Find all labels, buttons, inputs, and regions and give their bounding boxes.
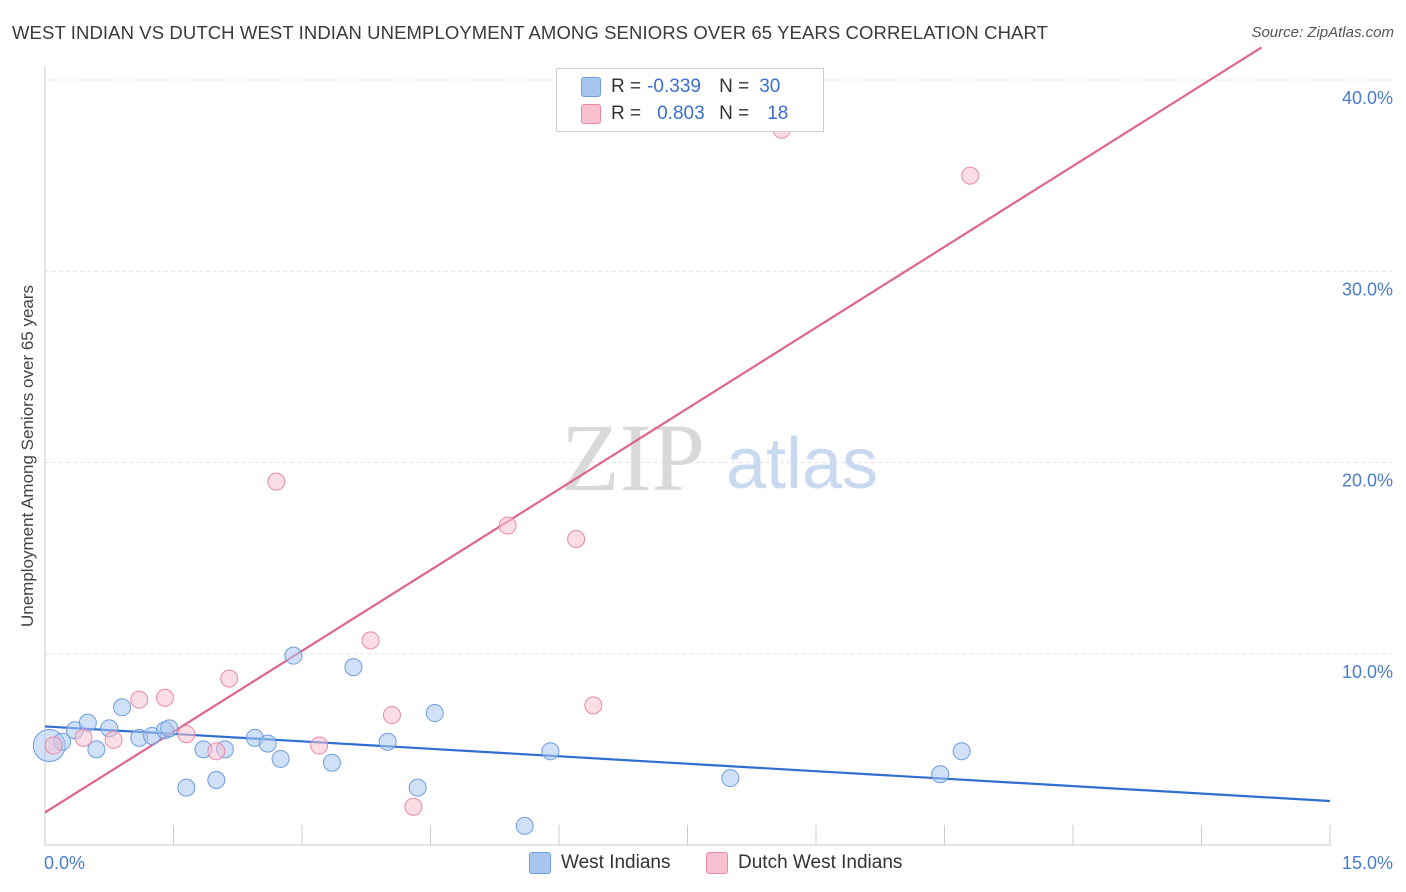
n-value: 18 [767,103,789,124]
legend-swatch-dutch-west-indians [706,852,728,874]
dutch-west-indians-point [130,690,149,709]
y-tick-label: 10.0% [1342,662,1393,682]
dutch-west-indians-point [177,725,196,744]
dutch-west-indians-point [44,736,63,755]
west-indians-point [541,742,560,761]
legend-label: Dutch West Indians [738,852,903,873]
west-indians-point [207,770,226,789]
y-tick-label: 40.0% [1342,88,1393,108]
legend-label: West Indians [561,852,671,873]
n-label: N = [719,103,750,124]
legend: West Indians Dutch West Indians [0,852,1406,878]
stats-box: R = -0.339 N = 30 R = 0.803 N = 18 [556,68,824,132]
stats-row-dutch-west-indians: R = 0.803 N = 18 [581,101,788,127]
axes [44,66,1332,846]
west-indians-point [408,778,427,797]
dutch-west-indians-point [567,530,586,548]
west-indians-point [952,742,971,761]
watermark-atlas: atlas [726,424,878,504]
dutch-west-indians-point [207,742,226,761]
n-value: 30 [759,76,781,97]
r-value: -0.339 [647,76,701,97]
west-indians-trend-line [44,725,1331,803]
dutch-west-indians-point [220,669,239,688]
dutch-west-indians-point [267,472,286,491]
dutch-west-indians-point [310,736,329,755]
legend-item-west-indians[interactable]: West Indians [529,852,670,874]
stats-swatch-dutch-west-indians [581,104,601,124]
west-indians-point [258,734,277,753]
west-indians-point [78,713,97,732]
data-points [32,120,980,835]
r-label: R = [611,76,642,97]
y-tick-label: 30.0% [1342,279,1393,299]
west-indians-point [113,698,132,717]
dutch-west-indians-point [104,730,123,749]
west-indians-point [721,769,740,788]
watermark: ZIP atlas [561,404,878,511]
legend-item-dutch-west-indians[interactable]: Dutch West Indians [706,852,902,874]
west-indians-point [271,749,290,768]
stats-row-west-indians: R = -0.339 N = 30 [581,74,780,100]
dutch-west-indians-point [361,631,380,650]
x-tick-label: 15.0% [1342,853,1393,873]
dutch-west-indians-point [74,728,93,747]
west-indians-point [378,732,397,751]
y-tick-labels: 10.0% 20.0% 30.0% 40.0% [1342,88,1393,682]
chart-title: WEST INDIAN VS DUTCH WEST INDIAN UNEMPLO… [12,22,1049,43]
west-indians-point [87,740,106,759]
n-label: N = [719,76,750,97]
west-indians-point [160,719,179,738]
y-tick-label: 20.0% [1342,471,1393,491]
dutch-west-indians-point [404,797,423,816]
r-label: R = [611,103,642,124]
west-indians-point [322,753,341,772]
west-indians-point [425,704,444,723]
west-indians-point [284,646,303,665]
dutch-west-indians-point [584,696,603,715]
west-indians-point [931,765,950,784]
stats-swatch-west-indians [581,77,601,97]
legend-swatch-west-indians [529,852,551,874]
west-indians-point [177,778,196,797]
west-indians-point [515,816,534,835]
watermark-zip: ZIP [561,404,705,511]
x-tick-label: 0.0% [44,853,85,873]
west-indians-point [344,658,363,677]
r-value: 0.803 [657,103,705,124]
dutch-west-indians-point [382,705,401,724]
source-label: Source: ZipAtlas.com [1251,24,1394,41]
dutch-west-indians-point [961,166,980,185]
dutch-west-indians-point [498,516,517,535]
x-tick-labels: 0.0% 15.0% [44,853,1393,873]
dutch-west-indians-trend-line [44,46,1263,814]
gridlines [45,79,1392,655]
dutch-west-indians-point [155,688,174,707]
